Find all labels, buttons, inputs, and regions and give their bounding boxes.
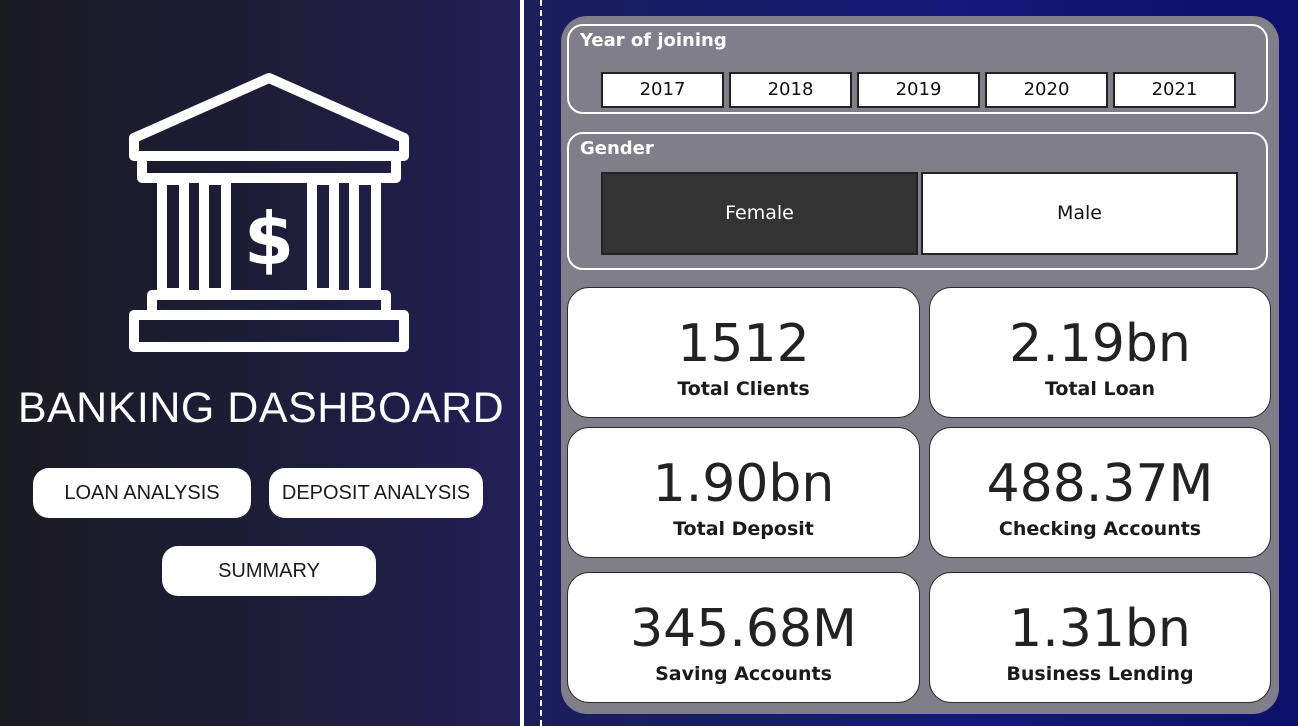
svg-text:$: $ — [244, 197, 294, 281]
kpi-label: Checking Accounts — [998, 518, 1202, 540]
kpi-label: Total Loan — [1044, 378, 1156, 400]
deposit-analysis-button[interactable]: DEPOSIT ANALYSIS — [269, 468, 483, 518]
year-option-2019[interactable]: 2019 — [857, 72, 980, 108]
divider-solid — [520, 0, 524, 726]
bank-dollar-icon: $ — [129, 73, 409, 352]
summary-button[interactable]: SUMMARY — [162, 546, 376, 596]
kpi-label: Business Lending — [1006, 663, 1194, 685]
kpi-value: 1.90bn — [652, 454, 835, 514]
kpi-card-business-lending: 1.31bn Business Lending — [929, 572, 1271, 703]
year-option-2017[interactable]: 2017 — [601, 72, 724, 108]
year-option-2021[interactable]: 2021 — [1113, 72, 1236, 108]
kpi-card-total-clients: 1512 Total Clients — [567, 287, 920, 418]
kpi-value: 488.37M — [986, 454, 1214, 514]
gender-option-male[interactable]: Male — [921, 172, 1238, 255]
kpi-value: 1512 — [677, 314, 810, 374]
kpi-card-checking-accounts: 488.37M Checking Accounts — [929, 427, 1271, 558]
kpi-label: Total Clients — [677, 378, 810, 400]
year-option-2020[interactable]: 2020 — [985, 72, 1108, 108]
kpi-card-total-loan: 2.19bn Total Loan — [929, 287, 1271, 418]
kpi-card-saving-accounts: 345.68M Saving Accounts — [567, 572, 920, 703]
gender-option-female[interactable]: Female — [601, 172, 918, 255]
gender-slicer: Gender Female Male — [567, 132, 1268, 270]
kpi-label: Total Deposit — [673, 518, 814, 540]
kpi-value: 345.68M — [630, 599, 857, 659]
year-slicer: Year of joining 2017 2018 2019 2020 2021 — [567, 24, 1268, 114]
year-option-2018[interactable]: 2018 — [729, 72, 852, 108]
kpi-value: 1.31bn — [1009, 599, 1191, 659]
kpi-value: 2.19bn — [1009, 314, 1191, 374]
page-title: BANKING DASHBOARD — [17, 384, 505, 432]
divider-dashed — [540, 0, 542, 726]
year-slicer-title: Year of joining — [580, 30, 727, 51]
loan-analysis-button[interactable]: LOAN ANALYSIS — [33, 468, 251, 518]
gender-slicer-title: Gender — [580, 138, 654, 159]
kpi-card-total-deposit: 1.90bn Total Deposit — [567, 427, 920, 558]
kpi-label: Saving Accounts — [655, 663, 832, 685]
sidebar — [0, 0, 522, 726]
